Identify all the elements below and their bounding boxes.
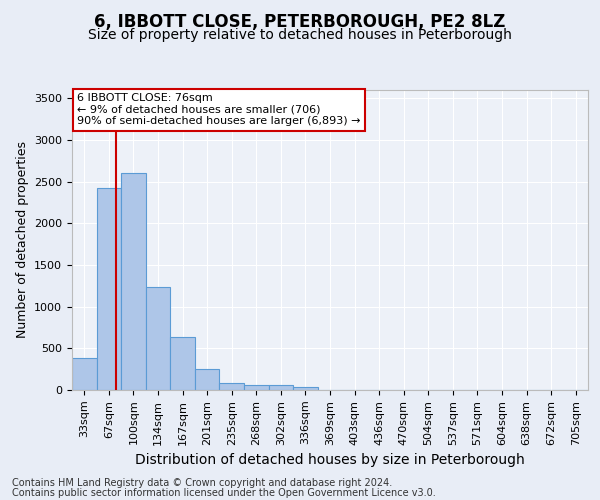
Bar xyxy=(195,369,220,390)
Bar xyxy=(170,336,195,390)
Bar xyxy=(72,358,97,390)
Bar xyxy=(220,382,244,390)
Text: Size of property relative to detached houses in Peterborough: Size of property relative to detached ho… xyxy=(88,28,512,42)
Bar xyxy=(293,386,318,390)
Text: 6, IBBOTT CLOSE, PETERBOROUGH, PE2 8LZ: 6, IBBOTT CLOSE, PETERBOROUGH, PE2 8LZ xyxy=(94,12,506,30)
Bar xyxy=(269,385,293,390)
Bar xyxy=(97,188,121,390)
Y-axis label: Number of detached properties: Number of detached properties xyxy=(16,142,29,338)
Bar xyxy=(121,174,146,390)
Bar xyxy=(244,385,269,390)
X-axis label: Distribution of detached houses by size in Peterborough: Distribution of detached houses by size … xyxy=(135,453,525,467)
Text: Contains public sector information licensed under the Open Government Licence v3: Contains public sector information licen… xyxy=(12,488,436,498)
Text: Contains HM Land Registry data © Crown copyright and database right 2024.: Contains HM Land Registry data © Crown c… xyxy=(12,478,392,488)
Bar xyxy=(146,286,170,390)
Text: 6 IBBOTT CLOSE: 76sqm
← 9% of detached houses are smaller (706)
90% of semi-deta: 6 IBBOTT CLOSE: 76sqm ← 9% of detached h… xyxy=(77,93,361,126)
